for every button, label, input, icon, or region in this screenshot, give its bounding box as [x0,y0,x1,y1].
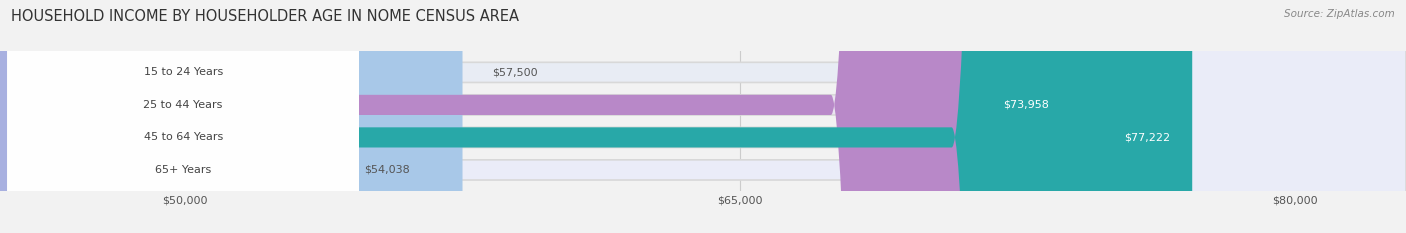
Text: 45 to 64 Years: 45 to 64 Years [143,132,222,142]
FancyBboxPatch shape [7,0,359,233]
FancyBboxPatch shape [7,0,359,233]
Text: 25 to 44 Years: 25 to 44 Years [143,100,222,110]
Text: $77,222: $77,222 [1123,132,1170,142]
FancyBboxPatch shape [0,0,463,233]
FancyBboxPatch shape [0,0,1071,233]
FancyBboxPatch shape [0,0,335,233]
Text: $73,958: $73,958 [1004,100,1049,110]
Text: 65+ Years: 65+ Years [155,165,211,175]
FancyBboxPatch shape [7,0,359,233]
Text: HOUSEHOLD INCOME BY HOUSEHOLDER AGE IN NOME CENSUS AREA: HOUSEHOLD INCOME BY HOUSEHOLDER AGE IN N… [11,9,519,24]
FancyBboxPatch shape [0,0,1192,233]
FancyBboxPatch shape [7,0,359,233]
Text: 15 to 24 Years: 15 to 24 Years [143,67,222,77]
Text: Source: ZipAtlas.com: Source: ZipAtlas.com [1284,9,1395,19]
Text: $54,038: $54,038 [364,165,409,175]
Text: $57,500: $57,500 [492,67,537,77]
